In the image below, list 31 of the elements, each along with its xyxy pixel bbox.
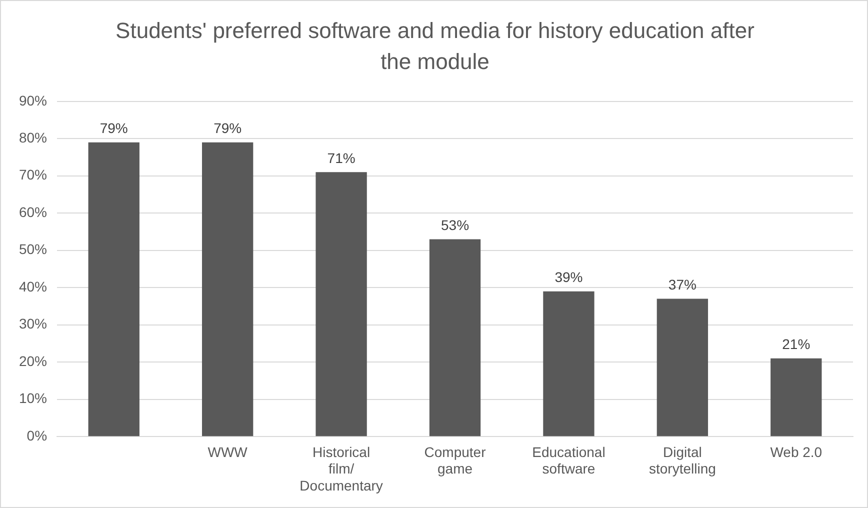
bar bbox=[88, 142, 140, 436]
data-label: 21% bbox=[782, 336, 810, 352]
x-tick-label: Web 2.0 bbox=[770, 444, 822, 460]
y-tick-label: 20% bbox=[18, 352, 48, 369]
chart-title: Students' preferred software and media for history education after the module bbox=[114, 17, 756, 76]
y-tick-label: 30% bbox=[18, 316, 48, 332]
x-tick-label: Computer game bbox=[424, 444, 486, 477]
y-tick-label: 80% bbox=[18, 130, 48, 146]
data-label: 53% bbox=[440, 217, 470, 234]
bar bbox=[543, 291, 594, 436]
x-tick-label: Digital storytelling bbox=[648, 444, 716, 477]
y-tick-label: 0% bbox=[26, 427, 48, 444]
bar bbox=[202, 142, 254, 436]
data-label: 79% bbox=[100, 120, 128, 136]
data-label: 71% bbox=[327, 150, 356, 166]
x-tick-label: Historical film/ Documentary bbox=[300, 444, 383, 494]
data-label: 79% bbox=[214, 120, 242, 136]
y-tick-label: 90% bbox=[18, 92, 48, 108]
data-label: 37% bbox=[668, 276, 696, 293]
x-tick-label: Educational software bbox=[532, 444, 606, 477]
y-tick-label: 50% bbox=[18, 241, 48, 258]
x-tick-label: WWW bbox=[208, 444, 248, 460]
bar bbox=[429, 239, 481, 436]
bar bbox=[656, 298, 708, 436]
y-tick-label: 70% bbox=[18, 166, 48, 183]
y-tick-label: 10% bbox=[18, 390, 48, 406]
bar bbox=[770, 358, 822, 436]
bar bbox=[316, 172, 367, 436]
y-tick-label: 40% bbox=[18, 278, 48, 294]
data-label: 39% bbox=[554, 269, 583, 286]
y-tick-label: 60% bbox=[18, 204, 48, 220]
